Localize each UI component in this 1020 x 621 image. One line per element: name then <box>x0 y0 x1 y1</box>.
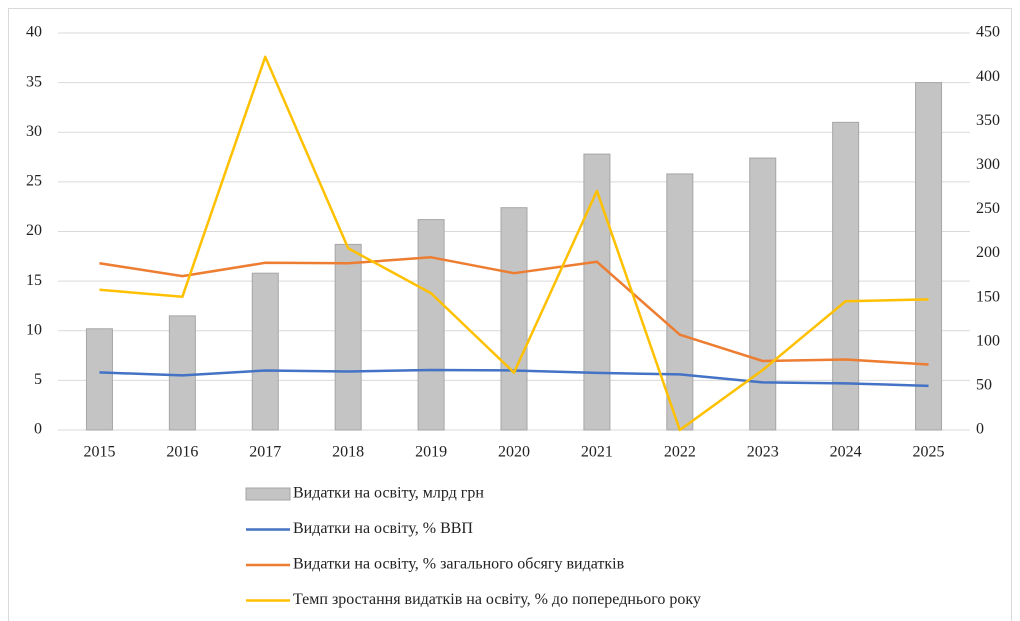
x-tick-label: 2024 <box>830 444 862 461</box>
x-tick-label: 2022 <box>664 444 696 461</box>
bar <box>500 207 528 431</box>
bar <box>583 153 611 431</box>
bar <box>417 219 445 431</box>
y-tick-label: 30 <box>26 123 42 140</box>
legend-label: Видатки на освіту, % ВВП <box>293 520 473 537</box>
y2-tick-label: 300 <box>976 156 1000 173</box>
y2-tick-label: 400 <box>976 68 1000 85</box>
y-tick-label: 10 <box>26 321 42 338</box>
x-tick-label: 2015 <box>83 444 115 461</box>
y2-tick-label: 0 <box>976 421 984 438</box>
legend-label: Видатки на освіту, млрд грн <box>293 485 484 502</box>
x-tick-label: 2023 <box>747 444 779 461</box>
y2-tick-label: 450 <box>976 24 1000 41</box>
y2-tick-label: 200 <box>976 244 1000 261</box>
y2-tick-label: 350 <box>976 112 1000 129</box>
bar <box>832 121 860 431</box>
y-tick-label: 5 <box>34 371 42 388</box>
x-tick-label: 2019 <box>415 444 447 461</box>
x-tick-label: 2021 <box>581 444 613 461</box>
y-tick-label: 15 <box>26 272 42 289</box>
y2-tick-label: 50 <box>976 377 992 394</box>
y-tick-label: 25 <box>26 173 42 190</box>
bar <box>251 272 279 431</box>
y2-tick-label: 250 <box>976 200 1000 217</box>
y-tick-label: 0 <box>34 421 42 438</box>
x-tick-label: 2020 <box>498 444 530 461</box>
legend-label: Темп зростання видатків на освіту, % до … <box>293 591 701 608</box>
x-tick-label: 2025 <box>913 444 945 461</box>
bar <box>85 328 113 431</box>
y-tick-label: 20 <box>26 222 42 239</box>
line <box>99 256 929 366</box>
bar <box>915 82 943 431</box>
x-tick-label: 2016 <box>166 444 198 461</box>
y2-tick-label: 100 <box>976 332 1000 349</box>
bar <box>334 243 362 431</box>
y2-tick-label: 150 <box>976 288 1000 305</box>
bar <box>666 173 694 431</box>
legend-swatch <box>245 487 291 501</box>
x-tick-label: 2017 <box>249 444 281 461</box>
y-tick-label: 35 <box>26 73 42 90</box>
bar <box>168 315 196 431</box>
legend-label: Видатки на освіту, % загального обсягу в… <box>293 556 625 573</box>
x-tick-label: 2018 <box>332 444 364 461</box>
bar <box>749 157 777 431</box>
chart-border <box>8 8 1012 621</box>
line <box>99 55 929 432</box>
y-tick-label: 40 <box>26 24 42 41</box>
